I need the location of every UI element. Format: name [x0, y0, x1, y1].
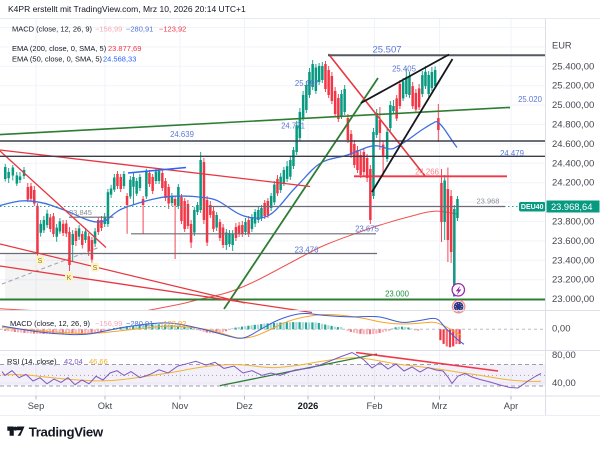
- svg-text:TradingView: TradingView: [29, 424, 104, 439]
- svg-text:24.771: 24.771: [281, 122, 305, 131]
- svg-text:25.400,00: 25.400,00: [552, 61, 594, 72]
- svg-text:23.968: 23.968: [477, 197, 500, 206]
- svg-text:EMA (200, close, 0, SMA, 5)23.: EMA (200, close, 0, SMA, 5) 23.877,69: [12, 44, 141, 53]
- svg-text:MACD (close, 12, 26, 9)−156,99: MACD (close, 12, 26, 9) −156,99 −280,91 −12…: [10, 319, 186, 328]
- svg-text:EMA (50, close, 0, SMA, 5)24.5: EMA (50, close, 0, SMA, 5)24.568,33: [12, 54, 136, 63]
- svg-text:24.400,00: 24.400,00: [552, 158, 594, 169]
- svg-text:23.476: 23.476: [295, 246, 319, 255]
- svg-text:23.968,64: 23.968,64: [551, 202, 592, 212]
- svg-text:24.200,00: 24.200,00: [552, 178, 594, 189]
- svg-text:80,00: 80,00: [552, 350, 576, 361]
- svg-text:23.000,00: 23.000,00: [552, 294, 594, 305]
- svg-text:25.000,00: 25.000,00: [552, 100, 594, 111]
- svg-text:Feb: Feb: [366, 401, 382, 411]
- svg-text:24.479: 24.479: [500, 149, 524, 158]
- svg-text:Sep: Sep: [28, 401, 45, 411]
- svg-text:25.197: 25.197: [295, 79, 319, 88]
- svg-text:25.507: 25.507: [372, 45, 401, 56]
- svg-text:23.200,00: 23.200,00: [552, 275, 594, 286]
- svg-text:23.845: 23.845: [69, 208, 92, 217]
- svg-text:0,00: 0,00: [552, 324, 571, 335]
- svg-text:EUR: EUR: [552, 41, 572, 51]
- svg-text:24.600,00: 24.600,00: [552, 139, 594, 150]
- svg-text:23.675: 23.675: [355, 225, 380, 234]
- svg-text:S: S: [38, 258, 43, 265]
- svg-text:Dez: Dez: [236, 401, 253, 411]
- svg-text:Mrz: Mrz: [432, 401, 448, 411]
- svg-text:40,00: 40,00: [552, 378, 576, 389]
- svg-text:24.639: 24.639: [170, 130, 194, 139]
- svg-text:MACD (close, 12, 26, 9)−156,99: MACD (close, 12, 26, 9) −156,99 −280,91 −12…: [12, 25, 186, 34]
- svg-text:K: K: [67, 275, 72, 282]
- svg-text:25.405: 25.405: [392, 65, 417, 74]
- svg-text:23.400,00: 23.400,00: [552, 255, 594, 266]
- svg-text:Okt: Okt: [98, 401, 113, 411]
- svg-text:23.800,00: 23.800,00: [552, 217, 594, 228]
- svg-text:K4PR erstellt mit TradingView.: K4PR erstellt mit TradingView.com, Mrz 1…: [8, 4, 246, 14]
- svg-text:24.800,00: 24.800,00: [552, 120, 594, 131]
- svg-text:25.200,00: 25.200,00: [552, 81, 594, 92]
- svg-text:24.266: 24.266: [415, 168, 439, 177]
- svg-text:DEU40: DEU40: [521, 204, 544, 211]
- svg-text:2026: 2026: [298, 401, 319, 411]
- svg-text:S: S: [93, 265, 98, 272]
- svg-text:23.600,00: 23.600,00: [552, 236, 594, 247]
- svg-text:Nov: Nov: [172, 401, 189, 411]
- svg-text:25.020: 25.020: [518, 95, 543, 104]
- svg-text:Apr: Apr: [504, 401, 518, 411]
- svg-text:23.000: 23.000: [385, 290, 410, 299]
